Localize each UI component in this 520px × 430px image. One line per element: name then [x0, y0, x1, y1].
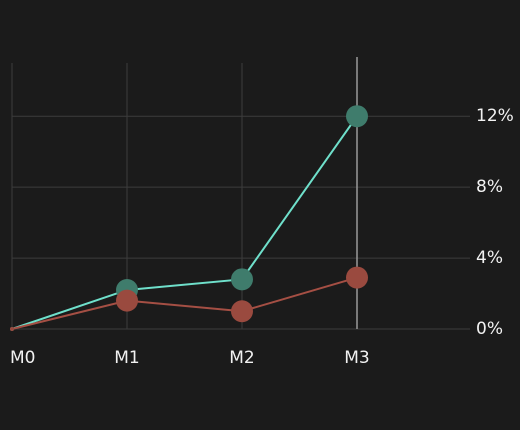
y-tick-label: 8%	[476, 177, 503, 197]
point-marker	[346, 266, 368, 289]
x-tick-label: M1	[114, 348, 139, 368]
y-tick-label: 12%	[476, 106, 514, 126]
y-tick-label: 0%	[476, 319, 503, 339]
series-line	[11, 115, 358, 330]
y-tick-label: 4%	[476, 248, 503, 268]
point-marker	[346, 105, 368, 128]
x-tick-label: M0	[10, 348, 35, 368]
x-tick-label: M3	[344, 348, 369, 368]
point-marker	[231, 300, 253, 323]
point-marker	[231, 268, 253, 291]
point-marker	[10, 327, 14, 331]
x-tick-label: M2	[229, 348, 254, 368]
point-marker	[116, 289, 138, 312]
series-line	[11, 276, 358, 330]
